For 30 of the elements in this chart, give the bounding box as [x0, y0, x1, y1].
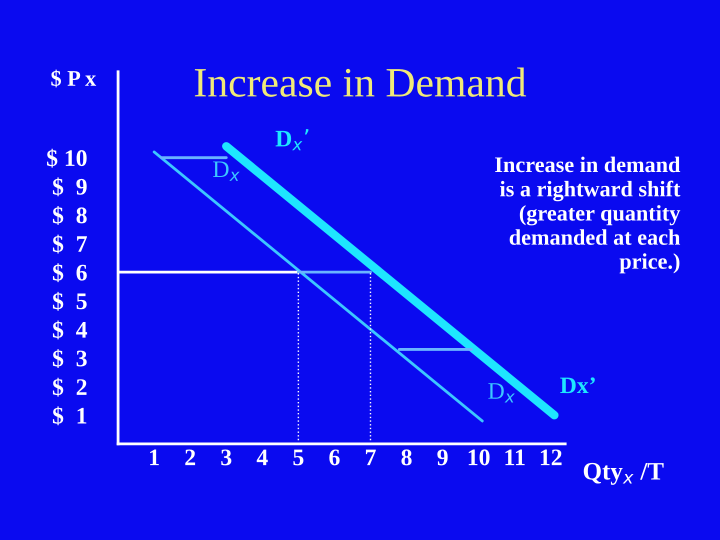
series-label: D$_{x}$ — [488, 383, 515, 403]
y-tick-label: $ 9 — [52, 177, 87, 196]
x-tick-label: 10 — [468, 449, 490, 466]
x-tick-label: 1 — [150, 450, 159, 466]
x-tick-label: 2 — [185, 449, 196, 466]
series-label: Dx’ — [560, 377, 595, 394]
chart-title: Increase in Demand — [194, 68, 526, 97]
y-tick-label: $ 1 — [52, 406, 86, 426]
y-tick-label: $ 10 — [47, 148, 87, 168]
x-tick-label: 3 — [221, 449, 232, 466]
x-tick-label: 4 — [256, 450, 268, 466]
y-tick-label: $ 5 — [52, 292, 87, 311]
x-axis-title: Qty$_{x}$ /T — [584, 462, 664, 485]
y-tick-label: $ 7 — [52, 234, 87, 254]
annotation: Increase in demand is a rightward shift (greater quantity demanded at each price.) — [495, 156, 680, 274]
annotation: D$_{x}$ — [213, 161, 240, 181]
x-tick-label: 9 — [437, 449, 448, 466]
y-tick-label: $ 2 — [52, 378, 87, 397]
x-tick-label: 8 — [401, 449, 412, 466]
y-axis-title: $ P x — [51, 70, 96, 88]
x-tick-label: 5 — [293, 450, 304, 466]
y-tick-label: $ 3 — [52, 349, 87, 368]
y-tick-label: $ 8 — [52, 206, 87, 225]
y-tick-label: $ 4 — [52, 320, 88, 340]
x-tick-label: 11 — [505, 450, 525, 466]
y-tick-label: $ 6 — [52, 263, 87, 282]
x-tick-label: 12 — [540, 449, 562, 466]
annotation: D$_{x}$’ — [276, 129, 308, 150]
x-tick-label: 7 — [366, 450, 376, 466]
x-tick-label: 6 — [329, 449, 340, 466]
